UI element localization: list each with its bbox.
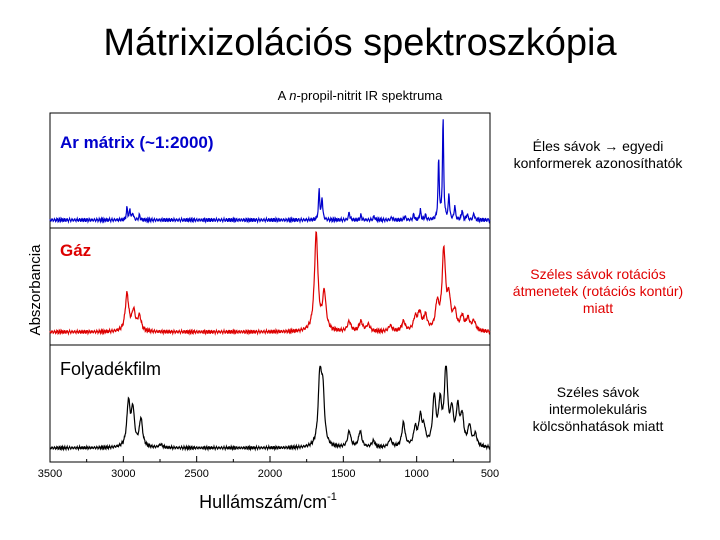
y-axis-label: Abszorbancia (27, 244, 44, 336)
series-label-matrix: Ar mátrix (~1:2000) (60, 133, 214, 152)
note-sharp-bands: Éles sávok → egyedi konformerek azonosít… (513, 138, 683, 171)
x-tick-label-500: 500 (481, 468, 499, 480)
x-tick-label-2000: 2000 (258, 468, 282, 480)
x-axis-label-text: Hullámszám/cm (199, 492, 327, 512)
x-axis-label: Hullámszám/cm-1 (199, 491, 337, 512)
x-axis-label-sup: -1 (327, 491, 337, 503)
x-tick-label-3000: 3000 (111, 468, 135, 480)
x-tick-label-1500: 1500 (331, 468, 355, 480)
chart-subtitle: A n-propil-nitrit IR spektruma (0, 88, 720, 103)
page-title: Mátrixizolációs spektroszkópia (103, 22, 617, 64)
subtitle-italic: n (289, 88, 297, 103)
series-label-liquid: Folyadékfilm (60, 359, 161, 379)
x-tick-label-2500: 2500 (184, 468, 208, 480)
subtitle-prefix: A (277, 88, 290, 103)
note-liquid-bands: Széles sávok intermolekuláris kölcsönhat… (532, 384, 664, 434)
series-label-gas: Gáz (60, 241, 91, 260)
spectrum-trace-2 (49, 365, 491, 452)
plot-frame (49, 112, 491, 463)
x-tick-label-1000: 1000 (404, 468, 428, 480)
x-tick-label-3500: 3500 (38, 468, 62, 480)
spectrum-trace-1 (49, 231, 491, 336)
note-gas-bands: Széles sávok rotációs átmenetek (rotáció… (512, 266, 684, 316)
spectrum-trace-0 (49, 119, 491, 225)
subtitle-suffix: -propil-nitrit IR spektruma (296, 88, 443, 103)
